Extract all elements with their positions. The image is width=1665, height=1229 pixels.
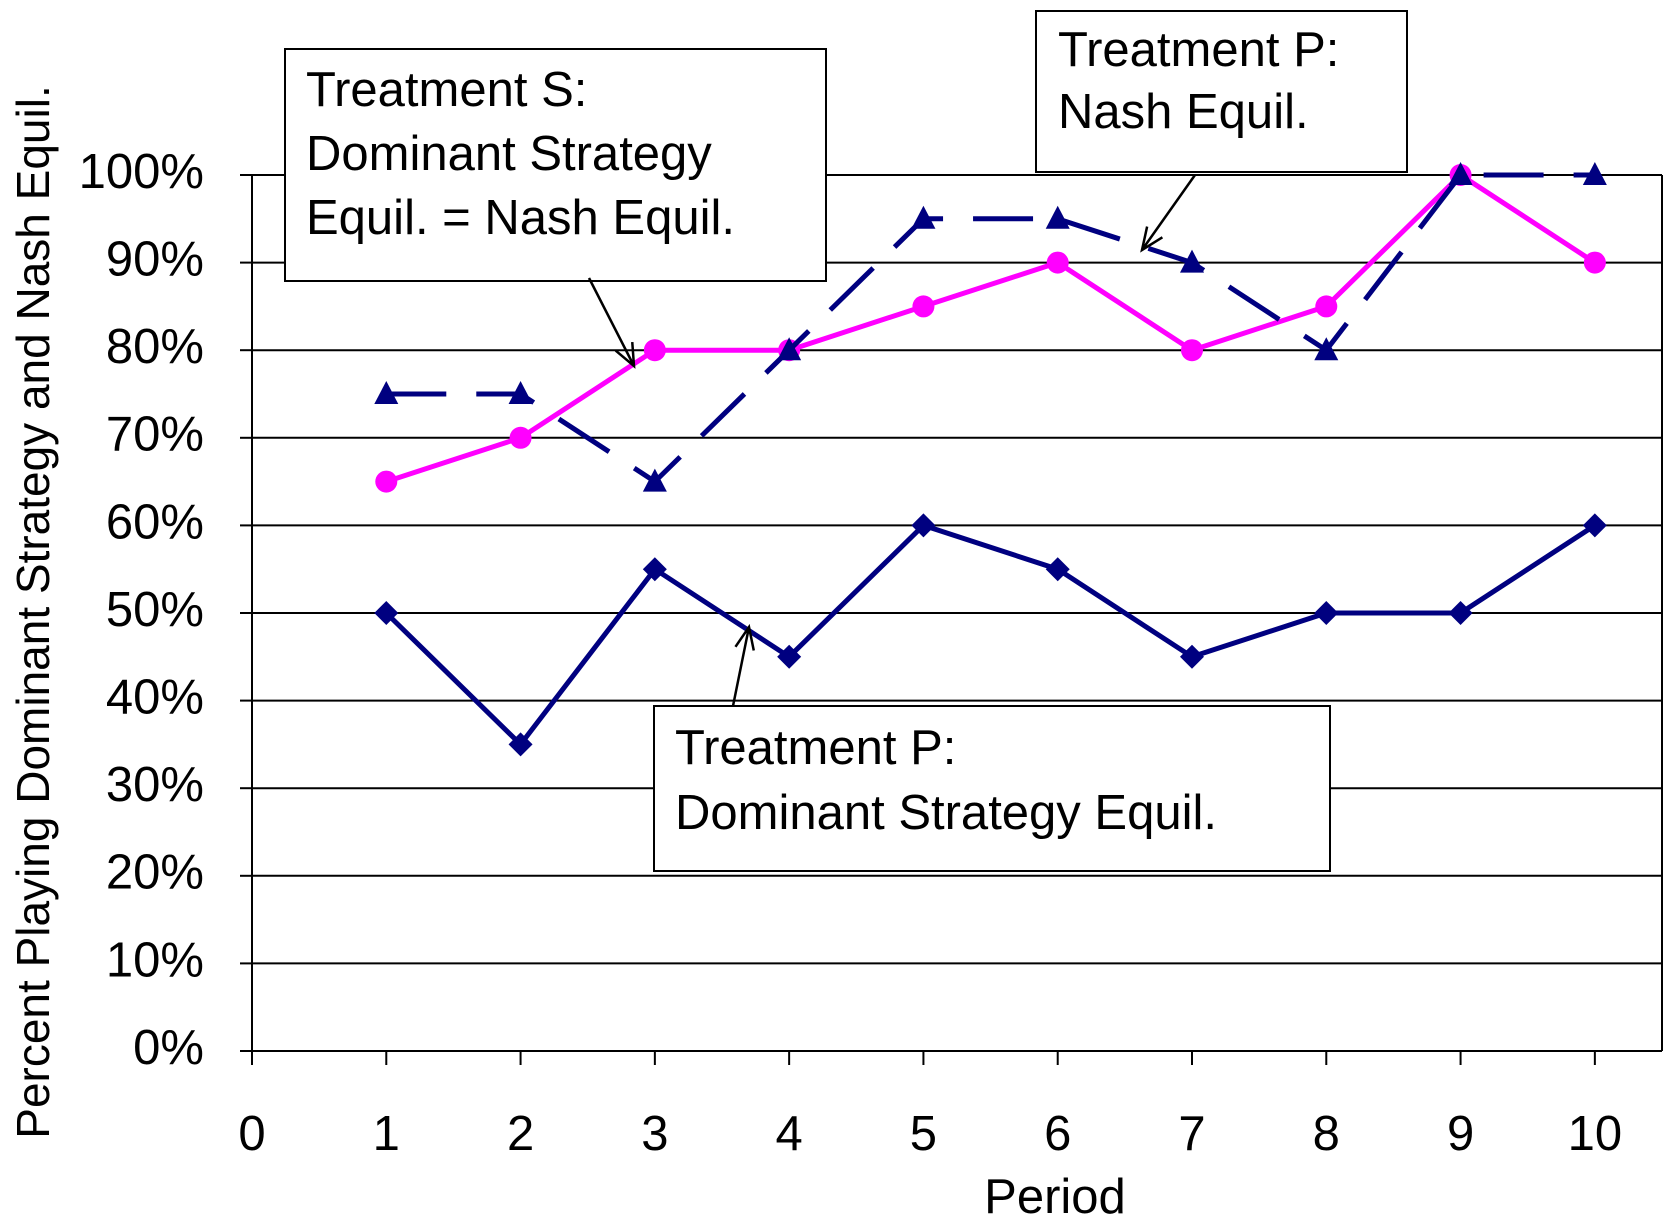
point — [1045, 205, 1070, 229]
point — [1448, 601, 1473, 625]
annotation-box — [1035, 10, 1408, 173]
y-tick-label: 50% — [106, 583, 204, 637]
x-tick-label: 10 — [1568, 1107, 1623, 1161]
annotation-text: Equil. = Nash Equil. — [306, 191, 735, 245]
x-tick-label: 9 — [1447, 1107, 1474, 1161]
y-tick-label: 90% — [106, 233, 204, 287]
annotation-box — [653, 705, 1331, 872]
annotation-text: Dominant Strategy — [306, 127, 712, 181]
point — [777, 644, 802, 669]
x-tick-label: 5 — [910, 1107, 937, 1161]
x-tick-label: 0 — [238, 1107, 265, 1161]
annotation-arrow — [731, 623, 755, 707]
series-line — [386, 172, 1595, 485]
point — [1315, 295, 1338, 318]
y-tick-label: 30% — [106, 758, 204, 812]
x-tick-label: 1 — [373, 1107, 400, 1161]
point — [374, 381, 399, 404]
y-tick-label: 100% — [79, 145, 204, 199]
y-tick-label: 80% — [106, 320, 204, 374]
point — [643, 339, 666, 362]
x-tick-label: 6 — [1044, 1107, 1071, 1161]
x-tick-label: 2 — [507, 1107, 534, 1161]
point — [509, 426, 532, 449]
annotation-text: Treatment P: — [1058, 23, 1339, 77]
point — [1583, 251, 1606, 274]
point — [642, 468, 667, 492]
x-axis-title: Period — [984, 1170, 1126, 1224]
y-axis-title: Percent Playing Dominant Strategy and Na… — [7, 85, 59, 1138]
x-tick-label: 7 — [1178, 1107, 1205, 1161]
y-tick-label: 60% — [106, 495, 204, 549]
point — [1314, 601, 1339, 625]
point — [508, 381, 533, 404]
annotation-text: Treatment P: — [675, 721, 956, 775]
point — [375, 470, 398, 493]
point — [642, 557, 667, 582]
point — [911, 513, 936, 538]
x-tick-label: 3 — [641, 1107, 668, 1161]
y-tick-label: 10% — [106, 933, 204, 987]
point — [1582, 162, 1607, 185]
annotation-text: Dominant Strategy Equil. — [675, 786, 1217, 840]
point — [508, 732, 533, 757]
y-tick-label: 0% — [133, 1021, 204, 1075]
point — [1181, 339, 1203, 362]
y-tick-label: 20% — [106, 846, 204, 900]
point — [1582, 513, 1607, 538]
annotation-text: Treatment S: — [306, 63, 587, 117]
annotation-arrow — [1140, 174, 1197, 253]
point — [1046, 251, 1069, 274]
series-line — [385, 171, 1597, 484]
x-tick-label: 8 — [1313, 1107, 1340, 1161]
y-tick-label: 70% — [106, 408, 204, 462]
point — [912, 295, 935, 318]
series-line — [384, 522, 1597, 749]
point — [1045, 557, 1070, 582]
annotation-box — [284, 48, 827, 282]
x-tick-label: 4 — [776, 1107, 803, 1161]
annotation-text: Nash Equil. — [1058, 85, 1309, 139]
point — [911, 205, 936, 229]
point — [374, 601, 399, 625]
point — [777, 337, 802, 361]
point — [1180, 644, 1204, 669]
point — [1314, 337, 1339, 361]
point — [1180, 249, 1204, 273]
annotation-arrow — [587, 277, 636, 369]
y-tick-label: 40% — [106, 671, 204, 725]
point — [1448, 162, 1473, 185]
